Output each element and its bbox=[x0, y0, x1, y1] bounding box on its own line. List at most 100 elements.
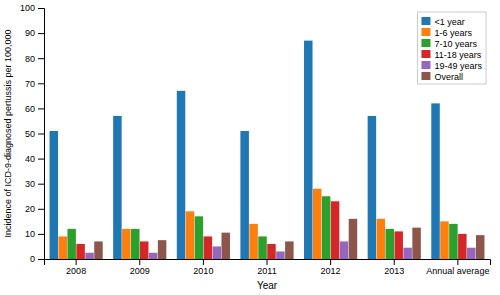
bar bbox=[412, 228, 420, 259]
y-tick: 60 bbox=[25, 104, 44, 114]
plot: 0102030405060708090100200820092010201120… bbox=[20, 3, 491, 276]
x-tick-mark bbox=[76, 259, 77, 265]
y-tick-label: 90 bbox=[25, 28, 35, 38]
bar bbox=[85, 253, 93, 259]
y-axis: 0102030405060708090100 bbox=[20, 3, 45, 264]
bar bbox=[331, 201, 339, 259]
x-tick: Annual average bbox=[426, 259, 489, 276]
y-tick-mark bbox=[38, 134, 44, 135]
bar bbox=[340, 241, 348, 259]
bar bbox=[440, 221, 448, 259]
bar bbox=[204, 236, 212, 259]
bar bbox=[240, 131, 248, 259]
bar bbox=[76, 244, 84, 259]
bar bbox=[177, 91, 185, 259]
bar bbox=[313, 189, 321, 259]
bar bbox=[158, 240, 166, 259]
legend-swatch bbox=[421, 28, 430, 36]
x-axis-title: Year bbox=[257, 280, 278, 291]
bar bbox=[131, 229, 139, 259]
bar-series bbox=[94, 219, 484, 259]
y-tick-mark bbox=[38, 259, 44, 260]
bar bbox=[322, 196, 330, 259]
bar bbox=[467, 248, 475, 259]
x-tick: 2011 bbox=[257, 259, 276, 276]
bar bbox=[113, 116, 121, 259]
bar bbox=[476, 235, 484, 259]
x-tick-label: 2011 bbox=[257, 266, 276, 276]
legend-label: 11-18 years bbox=[434, 50, 481, 60]
legend-swatch bbox=[421, 17, 430, 25]
y-tick-mark bbox=[38, 58, 44, 59]
y-tick: 100 bbox=[20, 3, 44, 13]
y-tick: 40 bbox=[25, 154, 44, 164]
x-tick-mark bbox=[203, 259, 204, 265]
legend-entry: Overall bbox=[421, 72, 463, 82]
bar bbox=[221, 233, 229, 259]
bar bbox=[213, 246, 221, 259]
y-tick-label: 10 bbox=[25, 229, 35, 239]
y-tick-label: 70 bbox=[25, 79, 35, 89]
y-tick-label: 80 bbox=[25, 54, 35, 64]
legend-swatch bbox=[421, 39, 430, 47]
legend-entry: 11-18 years bbox=[421, 50, 481, 60]
bar bbox=[304, 41, 312, 259]
y-tick: 10 bbox=[25, 229, 44, 239]
bar bbox=[67, 229, 75, 259]
bar bbox=[267, 244, 275, 259]
x-axis: 200820092010201120122013Annual average bbox=[45, 259, 491, 276]
x-tick: 2010 bbox=[193, 259, 213, 276]
x-tick-label: Annual average bbox=[426, 266, 489, 276]
bar bbox=[403, 248, 411, 259]
y-tick-mark bbox=[38, 33, 44, 34]
bar bbox=[386, 229, 394, 259]
x-tick-label: 2013 bbox=[384, 266, 404, 276]
bar bbox=[58, 236, 66, 259]
y-tick-label: 60 bbox=[25, 104, 35, 114]
legend-label: 7-10 years bbox=[434, 39, 477, 49]
x-tick-mark bbox=[457, 259, 458, 265]
y-tick-mark bbox=[38, 234, 44, 235]
bar bbox=[186, 211, 194, 259]
legend-entry: 7-10 years bbox=[421, 39, 477, 49]
y-tick-label: 100 bbox=[20, 3, 35, 13]
y-tick-label: 30 bbox=[25, 179, 35, 189]
legend: <1 year1-6 years7-10 years11-18 years19-… bbox=[417, 12, 486, 84]
bar-series bbox=[58, 189, 448, 259]
y-tick-mark bbox=[38, 83, 44, 84]
bar bbox=[258, 236, 266, 259]
bar bbox=[449, 224, 457, 259]
x-tick-label: 2009 bbox=[130, 266, 150, 276]
y-tick-mark bbox=[38, 8, 44, 9]
bar bbox=[377, 219, 385, 259]
bar bbox=[50, 131, 58, 259]
bar-series bbox=[76, 201, 466, 259]
y-tick-mark bbox=[38, 159, 44, 160]
x-tick: 2009 bbox=[130, 259, 150, 276]
y-tick: 80 bbox=[25, 54, 44, 64]
legend-entry: 19-49 years bbox=[421, 61, 482, 71]
legend-swatch bbox=[421, 50, 430, 58]
bar bbox=[276, 251, 284, 259]
x-tick-label: 2010 bbox=[193, 266, 213, 276]
legend-label: 19-49 years bbox=[434, 61, 482, 71]
y-tick: 30 bbox=[25, 179, 44, 189]
y-tick-mark bbox=[38, 209, 44, 210]
x-tick-label: 2008 bbox=[66, 266, 86, 276]
bar bbox=[149, 253, 157, 259]
x-tick-mark bbox=[267, 259, 268, 265]
x-tick-mark bbox=[330, 259, 331, 265]
y-tick-label: 40 bbox=[25, 154, 35, 164]
x-tick: 2013 bbox=[384, 259, 404, 276]
bar bbox=[122, 229, 130, 259]
legend-entry: <1 year bbox=[421, 17, 464, 27]
legend-label: 1-6 years bbox=[434, 28, 472, 38]
legend-label: Overall bbox=[434, 72, 463, 82]
y-axis-title: Incidence of ICD-9-diagnosed pertussis p… bbox=[3, 29, 13, 237]
bar bbox=[285, 241, 293, 259]
y-tick: 50 bbox=[25, 129, 44, 139]
bar bbox=[431, 103, 439, 259]
legend-swatch bbox=[421, 61, 430, 69]
bar bbox=[394, 231, 402, 259]
x-axis-line bbox=[45, 260, 491, 266]
